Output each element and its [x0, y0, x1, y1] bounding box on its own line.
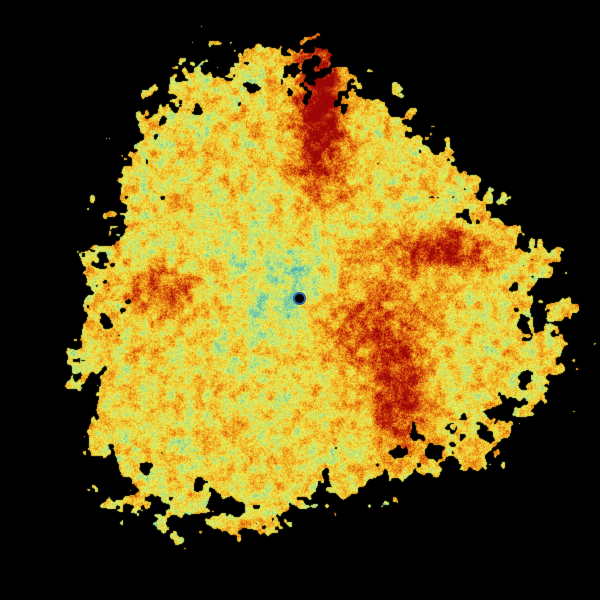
radar-site-marker [295, 294, 304, 303]
